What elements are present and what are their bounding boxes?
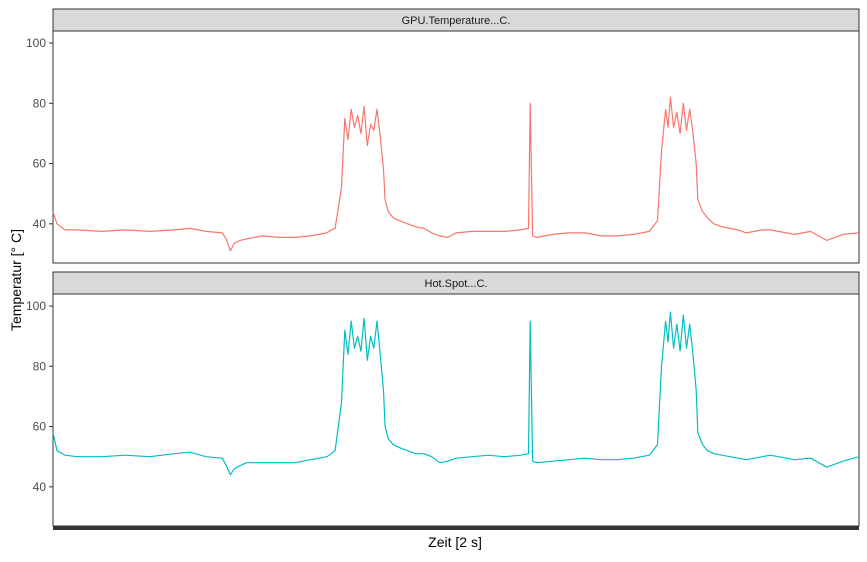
x-axis-title: Zeit [2 s] (428, 534, 482, 550)
series-line-2 (52, 311, 860, 476)
y-tick-label: 80 (33, 359, 47, 373)
y-tick-label: 60 (33, 157, 47, 171)
y-tick-label: 40 (33, 480, 47, 494)
panel-frame (52, 30, 860, 264)
y-axis-title: Temperatur [° C] (8, 229, 24, 331)
y-tick-label: 80 (33, 96, 47, 110)
y-tick-label: 100 (26, 36, 46, 50)
series-line-1 (52, 96, 860, 252)
y-tick-label: 60 (33, 420, 47, 434)
plot-layer: GPU.Temperature...C.406080100Hot.Spot...… (26, 8, 860, 530)
x-axis-ticks (53, 526, 859, 530)
panel-strip-label: Hot.Spot...C. (425, 278, 488, 290)
panel-1: GPU.Temperature...C. 40 60 80 100 (26, 8, 860, 264)
y-tick-label: 100 (26, 299, 46, 313)
panel-frame (52, 293, 860, 527)
panel-strip-label: GPU.Temperature...C. (402, 15, 511, 27)
panel-2: Hot.Spot...C. 40 60 80 100 (26, 271, 860, 527)
y-tick-label: 40 (33, 217, 47, 231)
